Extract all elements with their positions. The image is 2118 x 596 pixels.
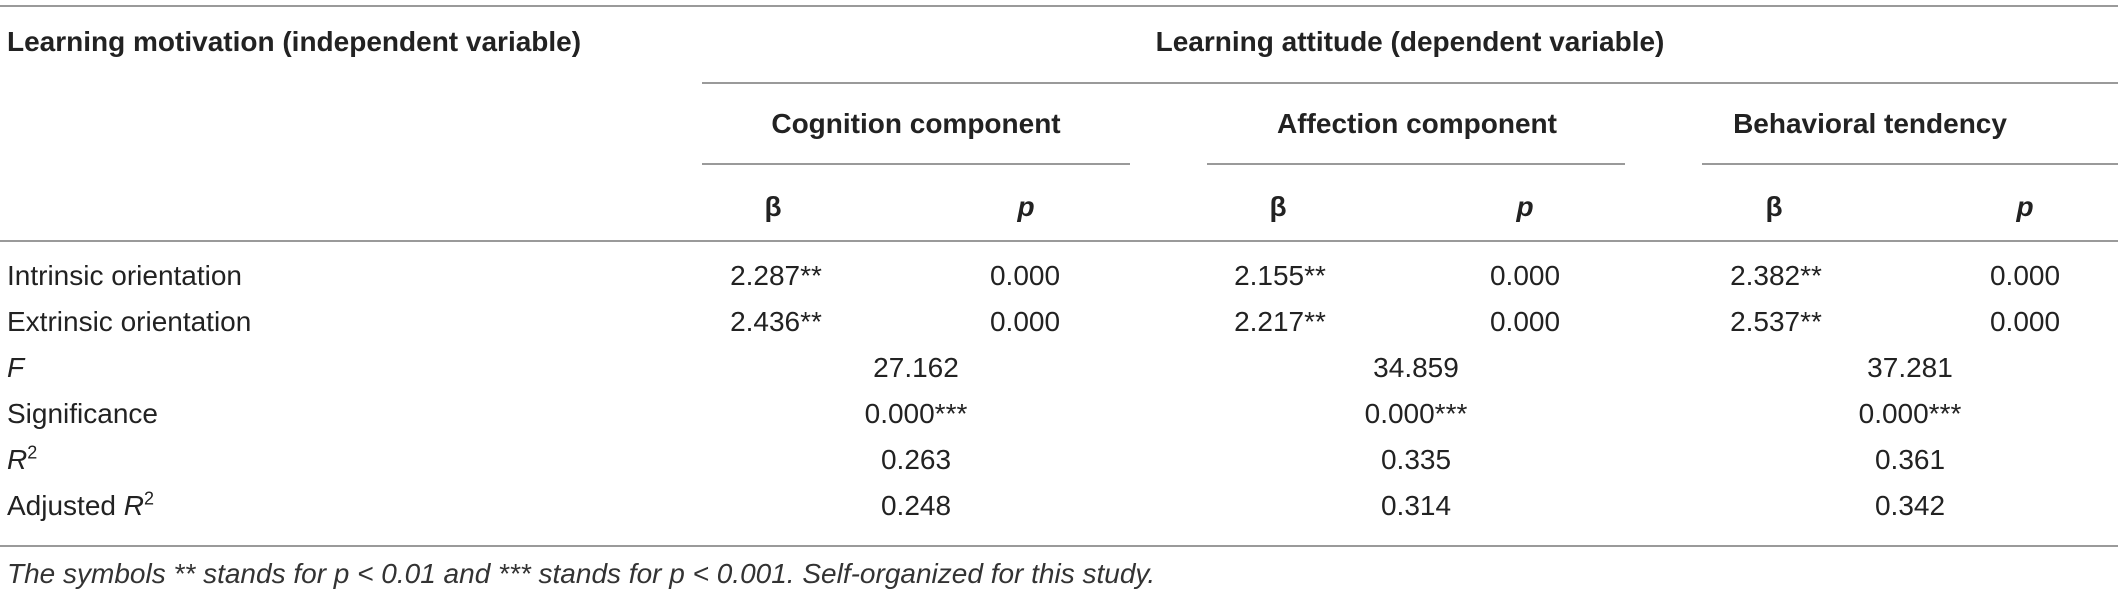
table-cell: 2.155** xyxy=(1234,260,1326,291)
table-cell: 0.000 xyxy=(1989,306,2061,337)
beta-header-affection: β xyxy=(1269,191,1287,222)
table-cell: 0.000 xyxy=(989,260,1061,291)
summary-cell: 27.162 xyxy=(873,352,959,383)
table-cell: 2.537** xyxy=(1730,306,1822,337)
adjusted-prefix: Adjusted xyxy=(7,490,124,521)
r-symbol: R xyxy=(123,490,144,521)
table-cell: 0.000 xyxy=(989,306,1061,337)
affection-component-heading: Affection component xyxy=(1277,108,1557,139)
independent-variable-heading: Learning motivation (independent variabl… xyxy=(7,26,582,57)
row-label-adjusted-r-squared: Adjusted R2 xyxy=(7,489,154,523)
behavioral-rule xyxy=(1702,163,2118,165)
row-label-f: F xyxy=(7,352,25,383)
cognition-component-heading: Cognition component xyxy=(771,108,1061,139)
p-header-affection: p xyxy=(1516,191,1534,222)
r-symbol: R xyxy=(7,444,28,475)
table-cell: 2.287** xyxy=(730,260,822,291)
row-label-r-squared: R2 xyxy=(7,443,37,477)
summary-cell: 0.263 xyxy=(880,444,952,475)
p-header-cognition: p xyxy=(1017,191,1035,222)
cognition-rule xyxy=(702,163,1130,165)
table-cell: 0.000 xyxy=(1489,306,1561,337)
table-cell: 0.000 xyxy=(1989,260,2061,291)
summary-cell: 0.335 xyxy=(1380,444,1452,475)
summary-cell: 0.314 xyxy=(1380,490,1452,521)
table-cell: 2.436** xyxy=(730,306,822,337)
affection-rule xyxy=(1207,163,1625,165)
row-label-significance: Significance xyxy=(7,398,158,429)
summary-cell: 0.000*** xyxy=(1364,398,1468,429)
behavioral-tendency-heading: Behavioral tendency xyxy=(1733,108,2007,139)
table-cell: 2.382** xyxy=(1730,260,1822,291)
summary-cell: 0.342 xyxy=(1874,490,1946,521)
header-bottom-rule xyxy=(0,240,2118,242)
dependent-variable-heading: Learning attitude (dependent variable) xyxy=(1155,26,1665,57)
summary-cell: 0.361 xyxy=(1874,444,1946,475)
squared-superscript: 2 xyxy=(143,488,154,509)
beta-header-behavioral: β xyxy=(1765,191,1783,222)
p-header-behavioral: p xyxy=(2016,191,2034,222)
beta-header-cognition: β xyxy=(764,191,782,222)
summary-cell: 34.859 xyxy=(1373,352,1459,383)
row-label-extrinsic: Extrinsic orientation xyxy=(7,306,252,337)
row-label-intrinsic: Intrinsic orientation xyxy=(7,260,243,291)
summary-cell: 0.000*** xyxy=(1858,398,1962,429)
summary-cell: 37.281 xyxy=(1867,352,1953,383)
table-cell: 2.217** xyxy=(1234,306,1326,337)
table-cell: 0.000 xyxy=(1489,260,1561,291)
table-top-rule xyxy=(0,5,2118,7)
table-bottom-rule xyxy=(0,545,2118,547)
table-footnote: The symbols ** stands for p < 0.01 and *… xyxy=(7,558,1156,589)
squared-superscript: 2 xyxy=(27,442,38,463)
group-rule xyxy=(702,82,2118,84)
summary-cell: 0.248 xyxy=(880,490,952,521)
summary-cell: 0.000*** xyxy=(864,398,968,429)
